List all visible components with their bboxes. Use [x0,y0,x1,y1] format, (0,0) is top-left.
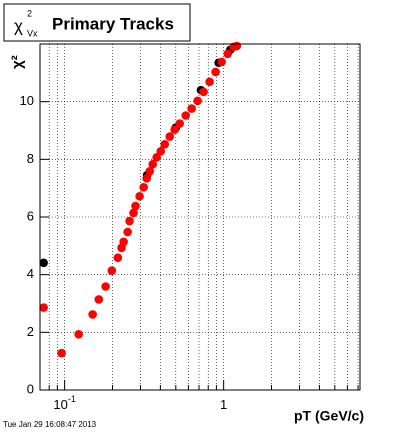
x-axis-label: pT (GeV/c) [294,408,364,424]
point [148,159,158,169]
timestamp: Tue Jan 29 16:08:47 2013 [3,420,97,429]
chart-title: Primary Tracks [52,14,174,33]
legend-symbol: χ [14,16,23,35]
point [142,174,151,183]
point [135,191,144,201]
point [145,166,155,176]
x-tick-label: 1 [220,397,227,412]
point [139,183,148,192]
point [217,57,226,67]
point [160,140,170,149]
point [107,266,117,275]
point [125,216,134,226]
point [39,258,48,268]
y-axis-label: χ² [9,55,26,69]
point [74,330,83,339]
y-tick-label: 2 [27,324,34,339]
legend-box [3,3,191,42]
point [113,253,123,262]
x-tick-label-sup: -1 [68,394,76,404]
point [165,132,175,141]
frame [39,43,361,391]
legend-sup: 2 [27,8,32,18]
point [131,201,140,211]
y-tick-label: 6 [27,208,34,223]
x-tick-label-base: 1 [220,397,227,412]
point [94,295,104,304]
point [205,77,214,87]
point [88,310,97,319]
point [101,282,110,291]
point [232,41,242,51]
x-tick-label-base: 10 [53,397,67,412]
point [39,303,48,312]
y-tick-label: 8 [27,151,34,166]
point [211,67,220,77]
point [156,146,166,156]
legend-sub: Vx [27,28,38,38]
point [129,208,138,218]
point [193,96,202,106]
point [175,119,184,128]
point [187,104,196,113]
point [181,111,190,120]
point [123,227,132,237]
y-tick-label: 0 [27,381,34,396]
point [199,87,208,97]
y-tick-label: 10 [20,93,34,108]
point [170,125,179,134]
point [57,348,66,358]
x-tick-label: 10-1 [53,394,75,412]
point [119,237,128,247]
y-tick-label: 4 [27,266,34,281]
point [152,153,161,162]
point [223,49,232,59]
